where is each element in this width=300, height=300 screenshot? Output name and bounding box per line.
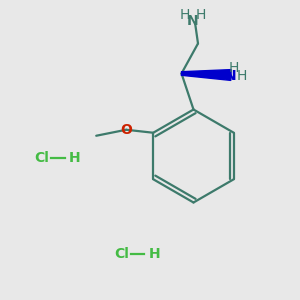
- Text: H: H: [148, 247, 160, 260]
- Text: Cl: Cl: [34, 151, 50, 164]
- Text: O: O: [120, 123, 132, 137]
- Text: H: H: [69, 151, 81, 164]
- Text: Cl: Cl: [114, 247, 129, 260]
- Text: N: N: [187, 14, 199, 28]
- Text: H: H: [236, 70, 247, 83]
- Text: N: N: [224, 69, 236, 82]
- Text: H: H: [229, 61, 239, 74]
- Text: H: H: [196, 8, 206, 22]
- Polygon shape: [182, 70, 231, 80]
- Text: H: H: [179, 8, 190, 22]
